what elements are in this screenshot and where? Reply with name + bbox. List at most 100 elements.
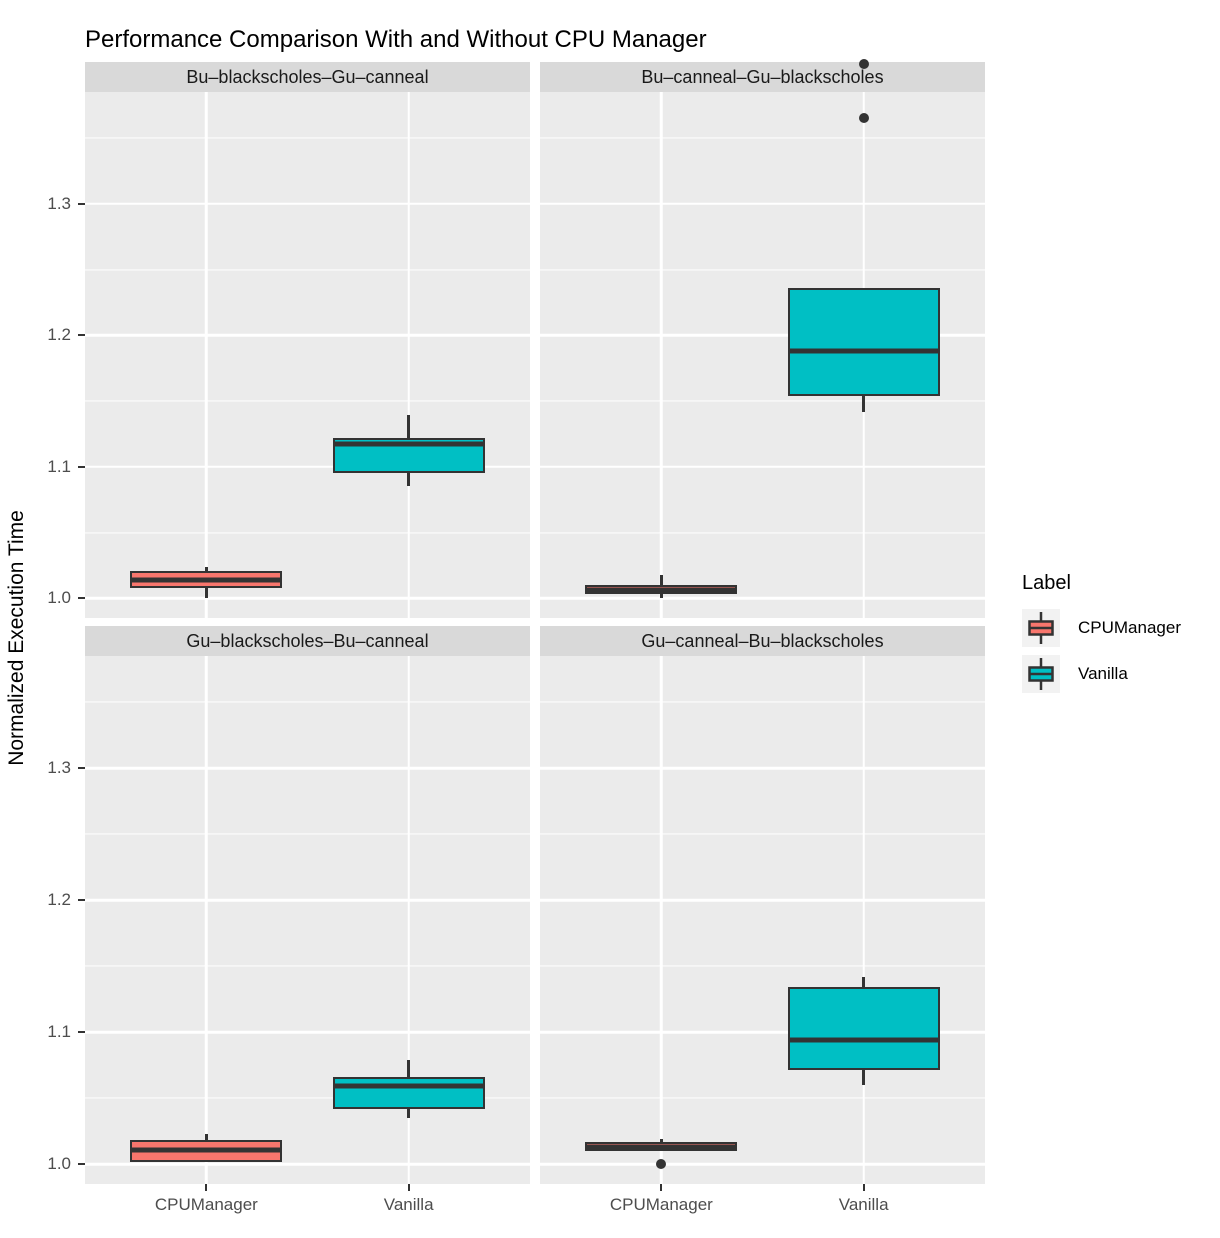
major-gridline	[540, 465, 985, 469]
median-line	[130, 1147, 283, 1153]
y-tick-mark	[78, 1031, 85, 1034]
major-gridline	[540, 766, 985, 770]
x-tick-label: Vanilla	[383, 1195, 434, 1214]
major-gridline	[85, 766, 530, 770]
outlier-point	[656, 1159, 667, 1170]
boxplot-glyph-icon	[1028, 612, 1054, 644]
y-tick-mark	[78, 597, 85, 600]
major-gridline	[85, 1162, 530, 1166]
boxplot-box	[787, 287, 940, 396]
minor-gridline	[540, 701, 985, 703]
lower-whisker	[862, 1070, 865, 1085]
vertical-gridline	[205, 656, 208, 1184]
outlier-point	[858, 113, 869, 124]
x-tick-label: CPUManager	[609, 1195, 713, 1214]
upper-whisker	[205, 1133, 208, 1141]
y-tick-label: 1.0	[47, 1154, 71, 1174]
minor-gridline	[540, 268, 985, 271]
x-tick-mark	[660, 1184, 663, 1191]
lower-whisker	[407, 473, 410, 487]
facet-strip-bottom-left: Gu–blackscholes–Bu–canneal	[85, 626, 530, 656]
facet-panel-bottom-left	[85, 656, 530, 1184]
facet-strip-label: Gu–canneal–Bu–blackscholes	[641, 630, 884, 651]
major-gridline	[540, 202, 985, 206]
boxplot-box	[332, 1077, 485, 1109]
vertical-gridline	[407, 92, 410, 618]
minor-gridline	[85, 701, 530, 703]
legend-label: CPUManager	[1078, 618, 1181, 637]
legend-title: Label	[1022, 572, 1071, 594]
x-tick-mark	[407, 1184, 410, 1191]
legend-item-cpumanager: CPUManager	[1022, 609, 1181, 647]
lower-whisker	[862, 395, 865, 412]
median-line	[332, 1083, 485, 1089]
y-tick-mark	[78, 465, 85, 468]
y-tick-label: 1.2	[47, 325, 71, 345]
y-tick-label: 1.3	[47, 193, 71, 213]
y-tick-mark	[78, 334, 85, 337]
minor-gridline	[85, 137, 530, 139]
facet-panel-top-right	[540, 59, 985, 618]
y-axis-top-row: 1.0 1.1 1.2 1.3	[0, 92, 85, 618]
upper-whisker	[407, 415, 410, 438]
minor-gridline	[85, 531, 530, 534]
vertical-gridline	[407, 656, 410, 1184]
boxplot-glyph-icon	[1028, 658, 1054, 690]
major-gridline	[85, 898, 530, 902]
facet-strip-top-right: Bu–canneal–Gu–blackscholes	[540, 62, 985, 92]
outlier-point	[858, 59, 869, 70]
facet-strip-bottom-right: Gu–canneal–Bu–blackscholes	[540, 626, 985, 656]
x-axis-right: CPUManager Vanilla	[540, 1184, 985, 1224]
facet-strip-top-left: Bu–blackscholes–Gu–canneal	[85, 62, 530, 92]
minor-gridline	[540, 531, 985, 534]
major-gridline	[85, 334, 530, 337]
minor-gridline	[85, 1097, 530, 1099]
y-tick-label: 1.3	[47, 758, 71, 778]
major-gridline	[85, 1030, 530, 1034]
facet-strip-label: Bu–canneal–Gu–blackscholes	[641, 66, 884, 87]
minor-gridline	[540, 137, 985, 139]
major-gridline	[540, 1030, 985, 1034]
major-gridline	[540, 597, 985, 600]
major-gridline	[85, 202, 530, 206]
upper-whisker	[407, 1059, 410, 1078]
lower-whisker	[407, 1108, 410, 1118]
x-tick-mark	[205, 1184, 208, 1191]
y-axis-bottom-row: 1.0 1.1 1.2 1.3	[0, 656, 85, 1184]
facet-panel-top-left	[85, 92, 530, 618]
median-line	[130, 577, 283, 583]
median-line	[585, 587, 738, 593]
upper-whisker	[205, 566, 208, 571]
legend-key	[1022, 609, 1060, 647]
facet-strip-label: Gu–blackscholes–Bu–canneal	[186, 630, 429, 651]
minor-gridline	[540, 1097, 985, 1099]
minor-gridline	[85, 833, 530, 835]
y-tick-mark	[78, 1163, 85, 1166]
y-tick-label: 1.0	[47, 588, 71, 608]
upper-whisker	[862, 976, 865, 988]
lower-whisker	[205, 587, 208, 599]
minor-gridline	[85, 268, 530, 271]
minor-gridline	[540, 965, 985, 967]
upper-whisker	[660, 574, 663, 586]
legend-item-vanilla: Vanilla	[1022, 655, 1181, 693]
x-tick-label: CPUManager	[154, 1195, 258, 1214]
y-tick-mark	[78, 767, 85, 770]
x-tick-mark	[862, 1184, 865, 1191]
median-line	[332, 441, 485, 447]
y-tick-mark	[78, 202, 85, 205]
legend: Label CPUManager Vanilla	[1022, 572, 1181, 701]
vertical-gridline	[205, 92, 208, 618]
y-tick-mark	[78, 899, 85, 902]
chart-title: Performance Comparison With and Without …	[85, 26, 707, 53]
minor-gridline	[540, 833, 985, 835]
major-gridline	[85, 597, 530, 600]
legend-label: Vanilla	[1078, 664, 1128, 683]
major-gridline	[540, 1162, 985, 1166]
major-gridline	[85, 465, 530, 469]
y-tick-label: 1.2	[47, 890, 71, 910]
legend-key	[1022, 655, 1060, 693]
vertical-gridline	[862, 656, 865, 1184]
median-line	[585, 1144, 738, 1150]
